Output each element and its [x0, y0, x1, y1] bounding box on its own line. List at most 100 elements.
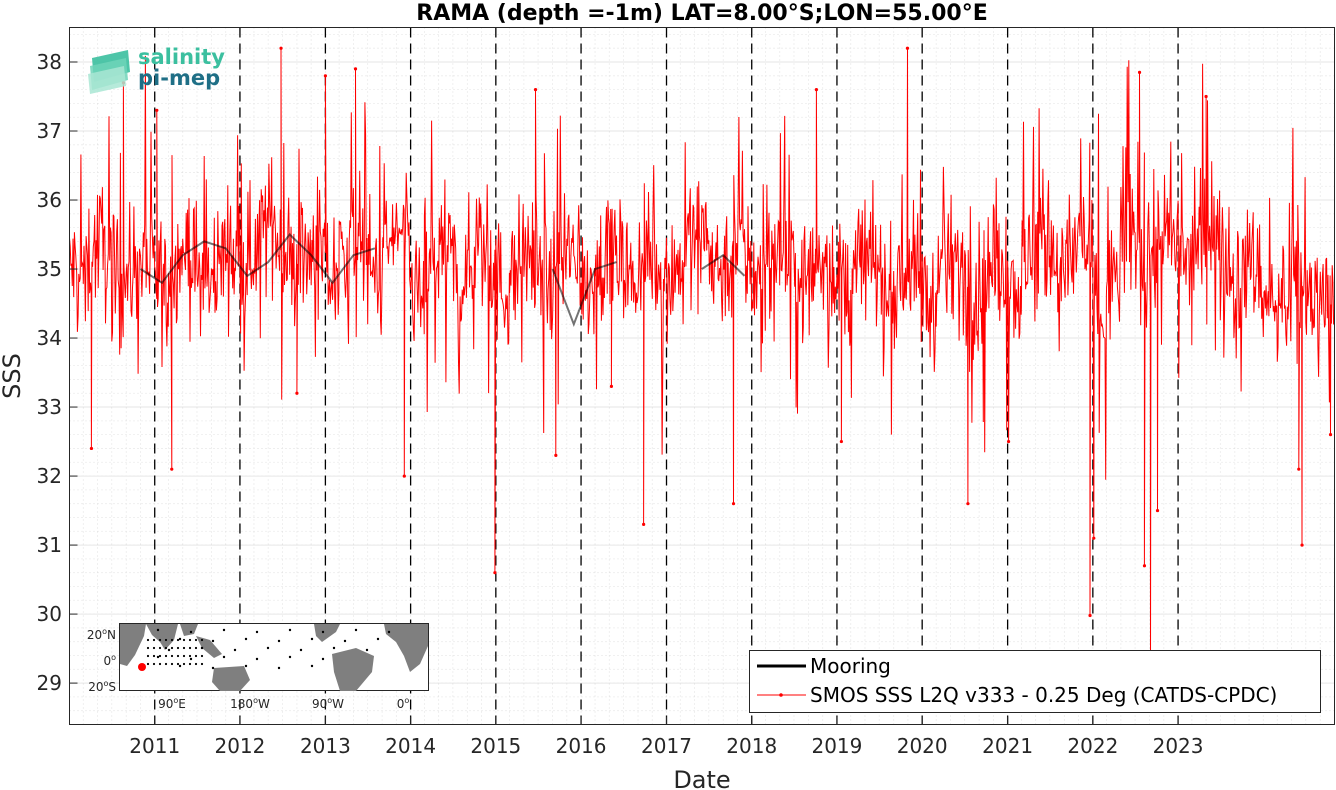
buoy-dot — [277, 639, 281, 643]
buoy-dot — [170, 654, 174, 658]
buoy-dot — [189, 630, 193, 634]
logo-wave-icon — [88, 50, 130, 94]
buoy-dot — [343, 639, 347, 643]
y-tick-label: 34 — [37, 326, 62, 350]
smos-point — [493, 571, 497, 575]
inset-map-buoys — [146, 628, 391, 670]
x-tick-label: 2015 — [470, 734, 521, 758]
buoy-dot — [211, 639, 215, 643]
buoy-dot — [167, 648, 171, 652]
buoy-dot — [164, 638, 168, 642]
smos-point — [1092, 536, 1096, 540]
buoy-dot — [387, 630, 391, 634]
smos-point — [642, 522, 646, 526]
smos-point — [279, 46, 283, 50]
buoy-dot — [182, 646, 186, 650]
buoy-dot — [266, 646, 270, 650]
buoy-dot — [200, 662, 204, 666]
x-axis-label: Date — [673, 766, 730, 790]
buoy-dot — [164, 646, 168, 650]
buoy-dot — [158, 654, 162, 658]
lat-label-20s: 20oS — [88, 679, 116, 694]
smos-point — [609, 384, 614, 388]
y-tick-label: 36 — [37, 188, 62, 212]
y-tick-label: 38 — [37, 50, 62, 74]
buoy-dot — [200, 646, 204, 650]
smos-point — [731, 502, 736, 506]
buoy-dot — [178, 664, 182, 668]
buoy-dot — [170, 662, 174, 666]
buoy-dot — [277, 666, 281, 670]
smos-point — [155, 108, 159, 112]
buoy-dot — [376, 637, 380, 641]
y-tick-label: 35 — [37, 257, 62, 281]
smos-point — [839, 439, 843, 444]
buoy-dot — [194, 662, 198, 666]
smos-point — [554, 453, 558, 457]
buoy-dot — [176, 646, 180, 650]
smos-point — [814, 88, 819, 92]
buoy-dot — [288, 655, 292, 659]
buoy-dot — [146, 646, 150, 650]
smos-point — [1155, 508, 1160, 513]
inset-location-map: 20oN 0o 20oS 90oE 180oW 90oW 0o — [87, 623, 429, 711]
buoy-dot — [164, 662, 168, 666]
y-tick-label: 32 — [37, 464, 62, 488]
buoy-dot — [188, 654, 192, 658]
legend: Mooring SMOS SSS L2Q v333 - 0.25 Deg (CA… — [749, 650, 1321, 713]
x-tick-label: 2019 — [811, 734, 862, 758]
buoy-dot — [194, 638, 198, 642]
smos-point — [905, 46, 910, 50]
smos-point — [89, 446, 94, 451]
buoy-dot — [152, 638, 156, 642]
legend-smos-marker — [779, 693, 783, 697]
buoy-dot — [200, 654, 204, 658]
smos-point — [1137, 70, 1142, 74]
x-tick-label: 2021 — [982, 734, 1033, 758]
buoy-dot — [321, 657, 325, 661]
buoy-dot — [244, 664, 248, 668]
buoy-dot — [176, 638, 180, 642]
lon-label-90w: 90oW — [312, 696, 344, 711]
lat-label-20n: 20oN — [87, 627, 116, 642]
buoy-dot — [189, 657, 193, 661]
x-tick-label: 2023 — [1153, 734, 1204, 758]
buoy-dot — [310, 637, 314, 641]
smos-point — [323, 74, 327, 78]
buoy-dot — [182, 654, 186, 658]
buoy-dot — [146, 662, 150, 666]
smos-point — [1204, 94, 1208, 99]
plot-frame — [69, 27, 1335, 725]
y-axis-label: SSS — [0, 353, 26, 399]
smos-point — [295, 391, 299, 395]
buoy-dot — [170, 638, 174, 642]
buoy-dot — [194, 654, 198, 658]
buoy-dot — [211, 666, 215, 670]
buoy-dot — [244, 637, 248, 641]
buoy-dot — [188, 638, 192, 642]
chart-title: RAMA (depth =-1m) LAT=8.00°S;LON=55.00°E — [416, 1, 987, 26]
buoy-dot — [158, 638, 162, 642]
inset-map-location-marker — [138, 663, 146, 671]
buoy-dot — [188, 646, 192, 650]
logo-text-salinity: salinity — [138, 45, 225, 69]
buoy-dot — [182, 662, 186, 666]
buoy-dot — [146, 638, 150, 642]
mooring-line — [139, 233, 376, 285]
smos-point — [1300, 543, 1304, 547]
smos-point — [1328, 433, 1333, 437]
smos-point — [533, 88, 538, 92]
mooring-line — [701, 253, 746, 277]
x-tick-label: 2022 — [1067, 734, 1118, 758]
inset-map-land — [120, 624, 428, 691]
x-tick-label: 2013 — [300, 734, 351, 758]
inset-map-lon-labels: 90oE 180oW 90oW 0o — [158, 696, 409, 711]
buoy-dot — [233, 648, 237, 652]
y-tick-label: 37 — [37, 119, 62, 143]
buoy-dot — [222, 655, 226, 659]
buoy-dot — [158, 662, 162, 666]
buoy-dot — [365, 648, 369, 652]
legend-box — [749, 650, 1321, 713]
y-tick-label: 30 — [37, 602, 62, 626]
x-tick-label: 2012 — [214, 734, 265, 758]
